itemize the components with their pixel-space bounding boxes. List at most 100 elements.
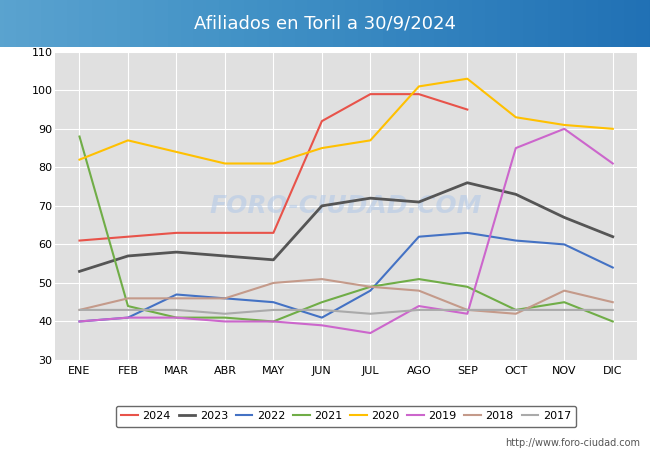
2019	[415, 303, 422, 309]
2018	[172, 296, 180, 301]
2017	[270, 307, 278, 313]
2024	[318, 118, 326, 124]
2023	[609, 234, 617, 239]
2020	[318, 145, 326, 151]
2018	[609, 300, 617, 305]
2021	[560, 300, 568, 305]
2022	[318, 315, 326, 320]
2018	[415, 288, 422, 293]
2022	[609, 265, 617, 270]
2023	[463, 180, 471, 185]
2024	[415, 91, 422, 97]
2021	[609, 319, 617, 324]
Text: http://www.foro-ciudad.com: http://www.foro-ciudad.com	[505, 438, 640, 448]
2019	[270, 319, 278, 324]
2017	[609, 307, 617, 313]
2020	[172, 149, 180, 155]
Line: 2024: 2024	[79, 94, 467, 241]
2018	[463, 307, 471, 313]
2020	[415, 84, 422, 89]
2021	[172, 315, 180, 320]
2017	[75, 307, 83, 313]
2019	[124, 315, 132, 320]
2022	[560, 242, 568, 247]
Legend: 2024, 2023, 2022, 2021, 2020, 2019, 2018, 2017: 2024, 2023, 2022, 2021, 2020, 2019, 2018…	[116, 405, 577, 427]
2019	[463, 311, 471, 316]
2021	[270, 319, 278, 324]
2021	[512, 307, 520, 313]
2019	[560, 126, 568, 131]
2023	[415, 199, 422, 205]
2017	[367, 311, 374, 316]
2019	[318, 323, 326, 328]
2018	[560, 288, 568, 293]
2017	[221, 311, 229, 316]
2021	[415, 276, 422, 282]
2023	[221, 253, 229, 259]
2019	[172, 315, 180, 320]
2024	[270, 230, 278, 235]
2020	[221, 161, 229, 166]
2018	[221, 296, 229, 301]
2022	[221, 296, 229, 301]
2024	[221, 230, 229, 235]
2019	[75, 319, 83, 324]
2023	[75, 269, 83, 274]
2018	[318, 276, 326, 282]
2021	[318, 300, 326, 305]
2017	[415, 307, 422, 313]
2021	[124, 303, 132, 309]
2020	[124, 138, 132, 143]
2020	[367, 138, 374, 143]
2020	[609, 126, 617, 131]
2022	[75, 319, 83, 324]
2019	[609, 161, 617, 166]
2023	[270, 257, 278, 262]
2022	[367, 288, 374, 293]
2024	[75, 238, 83, 243]
2022	[463, 230, 471, 235]
2022	[172, 292, 180, 297]
2018	[367, 284, 374, 289]
2017	[172, 307, 180, 313]
Text: Afiliados en Toril a 30/9/2024: Afiliados en Toril a 30/9/2024	[194, 14, 456, 33]
2024	[463, 107, 471, 112]
2017	[512, 307, 520, 313]
2019	[512, 145, 520, 151]
2021	[367, 284, 374, 289]
2024	[172, 230, 180, 235]
Text: FORO-CIUDAD.COM: FORO-CIUDAD.COM	[210, 194, 482, 218]
2018	[124, 296, 132, 301]
2021	[463, 284, 471, 289]
Line: 2019: 2019	[79, 129, 613, 333]
2020	[270, 161, 278, 166]
2020	[75, 157, 83, 162]
2017	[124, 307, 132, 313]
2021	[221, 315, 229, 320]
2018	[270, 280, 278, 286]
2023	[172, 249, 180, 255]
2022	[415, 234, 422, 239]
2020	[463, 76, 471, 81]
2020	[560, 122, 568, 128]
2017	[318, 307, 326, 313]
Line: 2020: 2020	[79, 79, 613, 163]
2023	[367, 195, 374, 201]
2021	[75, 134, 83, 139]
2024	[367, 91, 374, 97]
2018	[75, 307, 83, 313]
Line: 2021: 2021	[79, 136, 613, 321]
2023	[512, 192, 520, 197]
2024	[124, 234, 132, 239]
Line: 2022: 2022	[79, 233, 613, 321]
2017	[463, 307, 471, 313]
Line: 2023: 2023	[79, 183, 613, 271]
2023	[124, 253, 132, 259]
Line: 2017: 2017	[79, 310, 613, 314]
2020	[512, 115, 520, 120]
2017	[560, 307, 568, 313]
2019	[221, 319, 229, 324]
2018	[512, 311, 520, 316]
2019	[367, 330, 374, 336]
2022	[512, 238, 520, 243]
